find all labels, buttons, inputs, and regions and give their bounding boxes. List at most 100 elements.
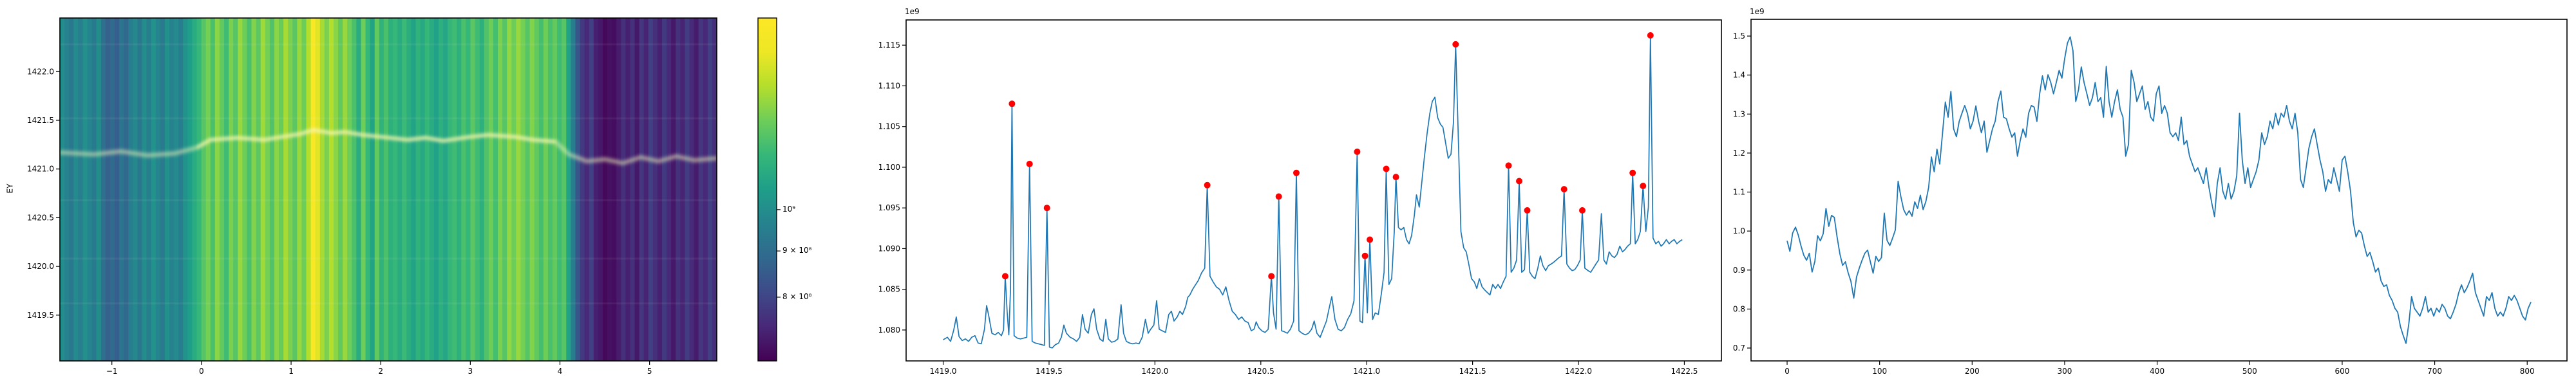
heatmap-column [433, 18, 439, 361]
heatmap-column [562, 18, 567, 361]
heatmap-y-tick-label: 1422.0 [27, 67, 54, 76]
heatmap-column [151, 18, 156, 361]
timeseries-y-tick-label: 1.5 [1733, 32, 1745, 41]
heatmap-x-tick-label: 5 [647, 367, 652, 376]
peak-marker [1647, 32, 1654, 39]
heatmap-image [60, 18, 717, 361]
heatmap-column [602, 18, 608, 361]
heatmap-column [493, 18, 498, 361]
heatmap-column [507, 18, 512, 361]
heatmap-column [91, 18, 97, 361]
heatmap-column [238, 18, 243, 361]
heatmap-column [347, 18, 352, 361]
timeseries-x-tick-label: 400 [2150, 367, 2164, 376]
spectrum-x-tick-label: 1421.0 [1353, 367, 1380, 376]
spectrum-y-tick-label: 1.100 [878, 163, 900, 172]
peak-marker [1043, 205, 1050, 212]
heatmap-column [219, 18, 225, 361]
heatmap-column [657, 18, 663, 361]
heatmap-column [634, 18, 640, 361]
heatmap-column [60, 18, 65, 361]
spectrum-offset-label: 1e9 [905, 7, 920, 16]
heatmap-column [379, 18, 384, 361]
heatmap-column [283, 18, 289, 361]
heatmap-column [461, 18, 467, 361]
heatmap-column [484, 18, 489, 361]
heatmap-column [662, 18, 667, 361]
timeseries-y-tick-label: 1.3 [1733, 109, 1745, 118]
peak-marker [1640, 183, 1647, 189]
heatmap-column [676, 18, 681, 361]
heatmap-column [630, 18, 636, 361]
peak-marker [1361, 252, 1368, 259]
timeseries-x-tick-label: 800 [2520, 367, 2535, 376]
heatmap-column [616, 18, 621, 361]
spectrum-x-tick-label: 1422.0 [1565, 367, 1592, 376]
peak-marker [1204, 181, 1211, 188]
timeseries-x-tick-label: 300 [2058, 367, 2072, 376]
heatmap-column [525, 18, 531, 361]
timeseries-x-tick-label: 0 [1785, 367, 1790, 376]
heatmap-column [411, 18, 417, 361]
heatmap-column [233, 18, 238, 361]
heatmap-column [306, 18, 312, 361]
heatmap-column [580, 18, 585, 361]
heatmap-column [324, 18, 330, 361]
heatmap-column [142, 18, 147, 361]
heatmap-column [64, 18, 70, 361]
timeseries-y-tick-label: 0.9 [1733, 266, 1745, 275]
spectrum-y-tick-label: 1.110 [878, 81, 900, 90]
heatmap-column [667, 18, 672, 361]
heatmap-column [187, 18, 193, 361]
spectrum-y-tick-label: 1.095 [878, 203, 900, 212]
heatmap-column [352, 18, 357, 361]
heatmap-column [529, 18, 535, 361]
heatmap-column [707, 18, 713, 361]
heatmap-y-tick-label: 1420.0 [27, 262, 54, 271]
timeseries-offset-label: 1e9 [1750, 7, 1765, 16]
heatmap-column [87, 18, 93, 361]
heatmap-column [69, 18, 74, 361]
peak-marker [1275, 193, 1282, 200]
heatmap-column [365, 18, 371, 361]
heatmap-column [566, 18, 571, 361]
heatmap-column [310, 18, 316, 361]
heatmap-column [694, 18, 699, 361]
timeseries-y-tick-label: 1.2 [1733, 149, 1745, 158]
heatmap-faint-row [60, 257, 717, 260]
heatmap-column [100, 18, 106, 361]
heatmap-column [229, 18, 234, 361]
heatmap-column [160, 18, 166, 361]
heatmap-column [361, 18, 366, 361]
heatmap-column [479, 18, 485, 361]
timeseries-y-tick-label: 1.0 [1733, 226, 1745, 235]
heatmap-column [338, 18, 343, 361]
spectrum-x-tick-label: 1422.5 [1671, 367, 1698, 376]
spectrum-y-tick-label: 1.115 [878, 41, 900, 50]
heatmap-column [356, 18, 362, 361]
heatmap-column [343, 18, 348, 361]
timeseries-y-tick-label: 0.8 [1733, 304, 1745, 313]
heatmap-y-tick-label: 1419.5 [27, 311, 54, 320]
spectrum-y-tick-label: 1.085 [878, 285, 900, 294]
heatmap-column [652, 18, 658, 361]
heatmap-column [534, 18, 540, 361]
heatmap-column [406, 18, 412, 361]
heatmap-column [639, 18, 645, 361]
heatmap-column [438, 18, 444, 361]
colorbar-tick-label-9e8: 9 × 10⁸ [782, 246, 812, 255]
heatmap-column [109, 18, 115, 361]
heatmap-column [155, 18, 161, 361]
heatmap-column [571, 18, 576, 361]
heatmap-column [374, 18, 380, 361]
heatmap-column [466, 18, 471, 361]
heatmap-column [210, 18, 216, 361]
heatmap-column [274, 18, 279, 361]
heatmap-column [448, 18, 453, 361]
heatmap-column [115, 18, 120, 361]
spectrum-x-tick-label: 1419.0 [930, 367, 957, 376]
heatmap-column [643, 18, 649, 361]
spectrum-axes-box [905, 19, 1722, 362]
heatmap-column [612, 18, 617, 361]
